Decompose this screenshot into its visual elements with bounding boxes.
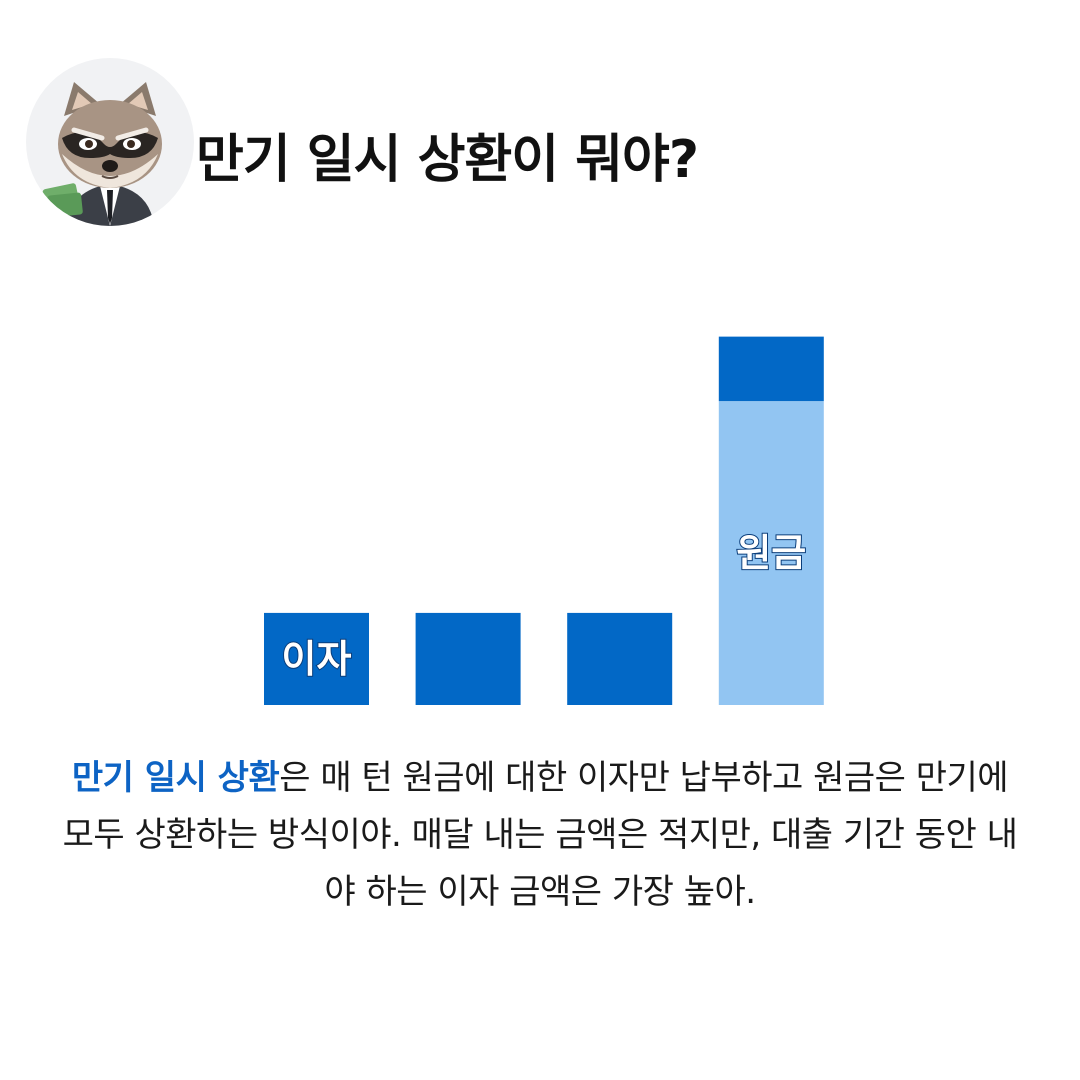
avatar [26,58,194,226]
bar-interest-1 [264,612,369,705]
bar-label-interest: 이자 [282,637,352,681]
bar-interest-4 [718,336,824,402]
page-title: 만기 일시 상환이 뭐야? [196,130,699,190]
description-highlight: 만기 일시 상환 [71,758,280,798]
raccoon-mascot-icon [42,82,162,226]
description-text: 만기 일시 상환은 매 턴 원금에 대한 이자만 납부하고 원금은 만기에 모두… [60,750,1020,921]
description-rest: 은 매 턴 원금에 대한 이자만 납부하고 원금은 만기에 모두 상환하는 방식… [62,758,1018,912]
bar-interest-2 [415,612,521,705]
bar-principal-4 [718,401,824,705]
bar-label-principal: 원금 [736,531,806,575]
bar-interest-3 [567,612,673,705]
